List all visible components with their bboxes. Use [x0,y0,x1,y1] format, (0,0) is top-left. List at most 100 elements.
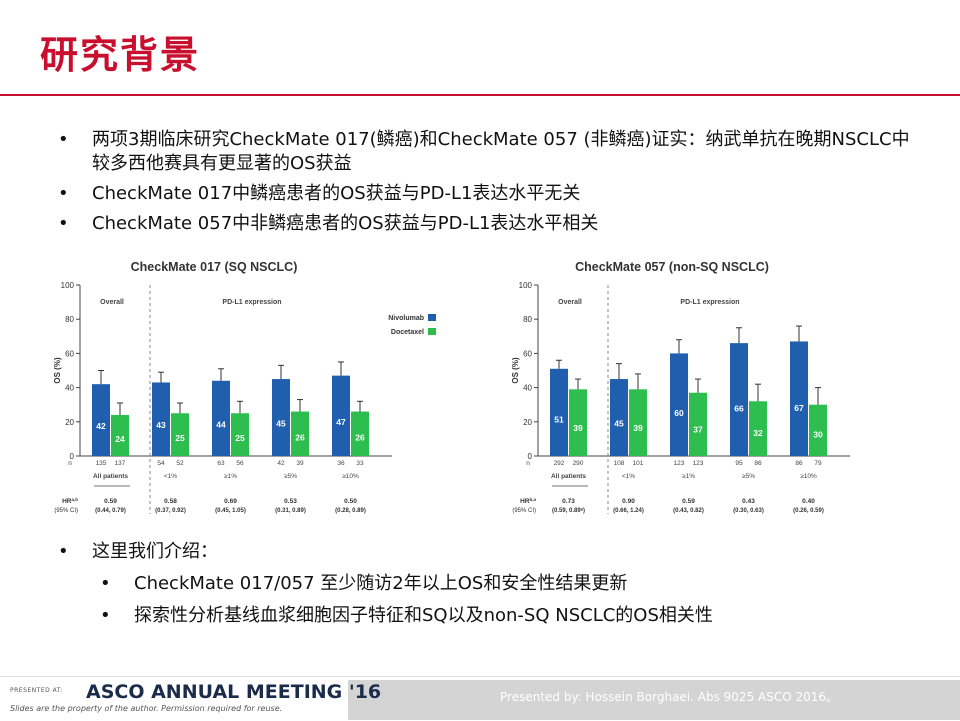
n-value: 123 [693,460,704,467]
bar [730,343,748,456]
intro-bullets: 这里我们介绍： CheckMate 017/057 至少随访2年以上OS和安全性… [58,540,918,636]
sub-bullet-item: CheckMate 017/057 至少随访2年以上OS和安全性结果更新 [100,572,918,596]
bar [610,379,628,456]
hr-label: HRa,b [62,497,78,505]
y-tick-label: 100 [61,281,75,290]
bar-value-label: 45 [276,419,286,429]
y-tick-label: 20 [523,418,532,427]
n-value: 290 [573,460,584,467]
y-tick-label: 0 [528,452,533,461]
legend-label: Nivolumab [388,315,424,322]
bar [550,368,568,456]
n-value: 36 [337,460,345,467]
chart-checkmate-057: CheckMate 057 (non-SQ NSCLC) 0 20 40 60 80 100… [511,252,912,528]
bar-value-label: 51 [554,414,564,424]
hr-label-text: HR [520,498,530,505]
bar [291,411,309,456]
bar [231,413,249,456]
bar-value-label: 24 [115,434,125,444]
bar-value-label: 47 [336,417,346,427]
ci-value: (0.26, 0.59) [793,508,824,514]
n-label: n [68,460,72,467]
bar [351,411,369,456]
pdl1-group-label: PD-L1 expression [680,299,739,306]
hr-value: 0.69 [224,498,237,505]
n-value: 101 [633,460,644,467]
hr-label-text: HR [62,498,72,505]
bar-value-label: 45 [614,419,624,429]
slides-note: Slides are the property of the author. P… [10,704,283,713]
n-value: 135 [96,460,107,467]
bar-value-label: 26 [355,432,365,442]
bar-value-label: 39 [633,423,643,433]
bar [212,380,230,456]
bar-value-label: 42 [96,421,106,431]
bar-value-label: 67 [794,403,804,413]
bullet-item: CheckMate 057中非鳞癌患者的OS获益与PD-L1表达水平相关 [58,212,918,236]
ci-value: (0.31, 0.89) [275,508,306,514]
bar [272,379,290,456]
bar-value-label: 26 [295,432,305,442]
n-value: 137 [115,460,126,467]
bar [689,392,707,456]
presented-at-label: PRESENTED AT: [10,687,63,694]
category-label: <1% [622,473,635,480]
bar-chart-svg: CheckMate 017 (SQ NSCLC) 0 20 40 60 80 100 OS (… [53,260,436,514]
y-tick-label: 60 [523,349,532,358]
category-label: ≥1% [224,473,237,480]
n-value: 123 [674,460,685,467]
hr-value: 0.53 [284,498,297,505]
pdl1-group-label: PD-L1 expression [222,299,281,306]
category-label: ≥5% [742,473,755,480]
y-tick-label: 80 [65,315,74,324]
n-value: 56 [236,460,244,467]
y-axis-label: OS (%) [54,357,62,384]
sub-bullet-item: 探索性分析基线血浆细胞因子特征和SQ以及non-SQ NSCLC的OS相关性 [100,604,918,628]
chart-checkmate-017: CheckMate 017 (SQ NSCLC) 0 20 40 60 80 100 OS (… [53,252,454,528]
ci-value: (0.45, 1.05) [215,508,246,514]
bar-value-label: 30 [813,429,823,439]
y-axis-label: OS (%) [512,357,520,384]
ci-value: (0.28, 0.89) [335,508,366,514]
bullet-item: 这里我们介绍： [58,540,918,564]
n-value: 86 [795,460,803,467]
legend-label: Docetaxel [391,329,424,336]
bar [749,401,767,456]
bar [152,382,170,456]
legend-swatch [428,328,436,335]
category-label: All patients [551,473,586,480]
y-tick-label: 40 [523,384,532,393]
bar [790,341,808,456]
title-divider [0,94,960,96]
footer-gray-panel [348,680,960,720]
ci-value: (0.30, 0.63) [733,508,764,514]
bar-value-label: 60 [674,408,684,418]
hr-label-superscript: a,b [71,497,78,502]
bar-value-label: 25 [235,433,245,443]
y-tick-label: 20 [65,418,74,427]
category-label: <1% [164,473,177,480]
overall-group-label: Overall [100,299,124,306]
hr-label-superscript: b,a [529,497,536,502]
ci-value: (0.59, 0.89ᵃ) [552,508,585,514]
bar [569,389,587,456]
hr-value: 0.90 [622,498,635,505]
bar [629,389,647,456]
bar-value-label: 25 [175,433,185,443]
n-value: 39 [296,460,304,467]
n-value: 42 [277,460,285,467]
bar-value-label: 66 [734,404,744,414]
bar-value-label: 39 [573,423,583,433]
ci-value: (0.44, 0.79) [95,508,126,514]
n-value: 54 [157,460,165,467]
chart-title: CheckMate 017 (SQ NSCLC) [131,260,298,274]
bar-value-label: 43 [156,420,166,430]
n-value: 86 [754,460,762,467]
bullet-item: CheckMate 017中鳞癌患者的OS获益与PD-L1表达水平无关 [58,182,918,206]
y-tick-label: 100 [519,281,533,290]
background-bullets: 两项3期临床研究CheckMate 017(鳞癌)和CheckMate 057 … [58,128,918,242]
bar [92,384,110,456]
category-label: ≥10% [800,473,817,480]
y-tick-label: 80 [523,315,532,324]
category-label: ≥5% [284,473,297,480]
